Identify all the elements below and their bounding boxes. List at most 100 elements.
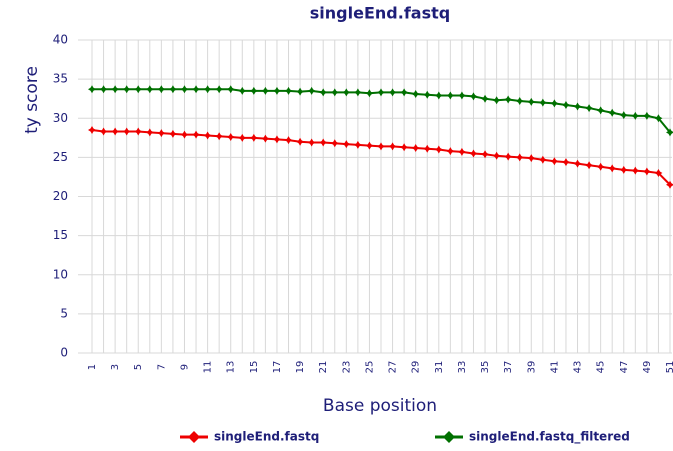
data-point — [307, 86, 316, 95]
data-point — [365, 141, 374, 150]
data-point — [88, 85, 96, 94]
data-point — [434, 91, 443, 100]
data-point — [515, 153, 524, 162]
legend-marker — [443, 431, 455, 443]
data-point — [203, 131, 212, 140]
data-point — [538, 155, 547, 164]
data-point — [307, 138, 316, 147]
data-point — [330, 139, 339, 148]
data-point — [122, 127, 131, 136]
data-point — [573, 102, 582, 111]
data-point — [492, 96, 501, 105]
x-tick-label: 49 — [642, 361, 653, 374]
x-tick-label: 45 — [596, 361, 607, 374]
data-point — [666, 128, 673, 137]
data-point — [388, 142, 397, 151]
data-point — [192, 85, 201, 94]
data-point — [411, 143, 420, 152]
x-tick-label: 11 — [203, 361, 214, 374]
data-point — [134, 85, 143, 94]
legend-label: singleEnd.fastq_filtered — [469, 430, 630, 445]
x-tick-label: 9 — [179, 364, 190, 370]
y-tick-label: 25 — [53, 150, 68, 164]
x-tick-label: 41 — [549, 361, 560, 374]
data-point — [457, 91, 466, 100]
data-point — [608, 108, 617, 117]
data-point — [111, 127, 120, 136]
data-point — [377, 88, 385, 97]
x-tick-label: 43 — [573, 361, 584, 374]
data-point — [249, 133, 258, 142]
data-point — [168, 85, 177, 94]
data-point — [400, 143, 409, 152]
data-point — [226, 133, 235, 142]
data-point — [377, 142, 385, 151]
data-point — [238, 86, 247, 95]
data-point — [631, 111, 640, 120]
data-point — [619, 111, 628, 120]
data-point — [134, 127, 143, 136]
data-point — [434, 145, 443, 154]
data-point — [180, 85, 189, 94]
data-point — [168, 129, 177, 138]
data-point — [527, 154, 536, 163]
y-tick-label: 5 — [60, 306, 68, 320]
data-point — [157, 129, 166, 138]
data-point — [550, 157, 559, 166]
x-tick-label: 17 — [272, 361, 283, 374]
data-point — [654, 169, 663, 178]
x-tick-label: 33 — [457, 361, 468, 374]
data-point — [353, 88, 362, 97]
x-tick-label: 3 — [110, 364, 121, 370]
data-point — [585, 161, 594, 170]
data-point — [469, 149, 478, 158]
data-point — [515, 97, 524, 106]
x-tick-label: 15 — [249, 361, 260, 374]
y-tick-label: 40 — [53, 33, 68, 47]
data-point — [446, 147, 455, 156]
data-point — [492, 151, 501, 160]
data-point — [446, 91, 455, 100]
data-point — [99, 85, 108, 94]
data-point — [249, 86, 258, 95]
y-tick-label: 30 — [53, 111, 68, 125]
data-point — [261, 86, 270, 95]
data-point — [342, 140, 351, 149]
data-point — [608, 164, 617, 173]
data-point — [296, 137, 305, 146]
data-point — [596, 162, 605, 171]
data-point — [423, 90, 432, 99]
data-point — [192, 130, 201, 139]
data-point — [272, 135, 281, 144]
data-point — [330, 88, 339, 97]
data-point — [596, 106, 605, 115]
x-tick-label: 47 — [619, 361, 630, 374]
x-tick-label: 21 — [318, 361, 329, 374]
data-point — [319, 138, 328, 147]
data-point — [157, 85, 166, 94]
data-point — [180, 130, 189, 139]
y-tick-label: 10 — [53, 267, 68, 281]
data-point — [573, 159, 582, 168]
x-tick-label: 27 — [388, 361, 399, 374]
data-point — [319, 88, 328, 97]
x-tick-label: 31 — [434, 361, 445, 374]
x-tick-label: 7 — [156, 364, 167, 370]
data-point — [365, 89, 374, 98]
data-point — [469, 92, 478, 101]
data-point — [296, 87, 305, 96]
data-point — [538, 98, 547, 107]
x-tick-label: 35 — [480, 361, 491, 374]
data-point — [203, 85, 212, 94]
data-point — [631, 166, 640, 175]
y-tick-label: 20 — [53, 189, 68, 203]
data-point — [284, 136, 293, 145]
data-point — [423, 144, 432, 153]
data-point — [215, 132, 224, 141]
data-point — [550, 99, 559, 108]
x-tick-label: 19 — [295, 361, 306, 374]
data-point — [642, 111, 651, 120]
data-point — [654, 114, 663, 123]
y-tick-label: 35 — [53, 72, 68, 86]
x-tick-label: 5 — [133, 364, 144, 370]
